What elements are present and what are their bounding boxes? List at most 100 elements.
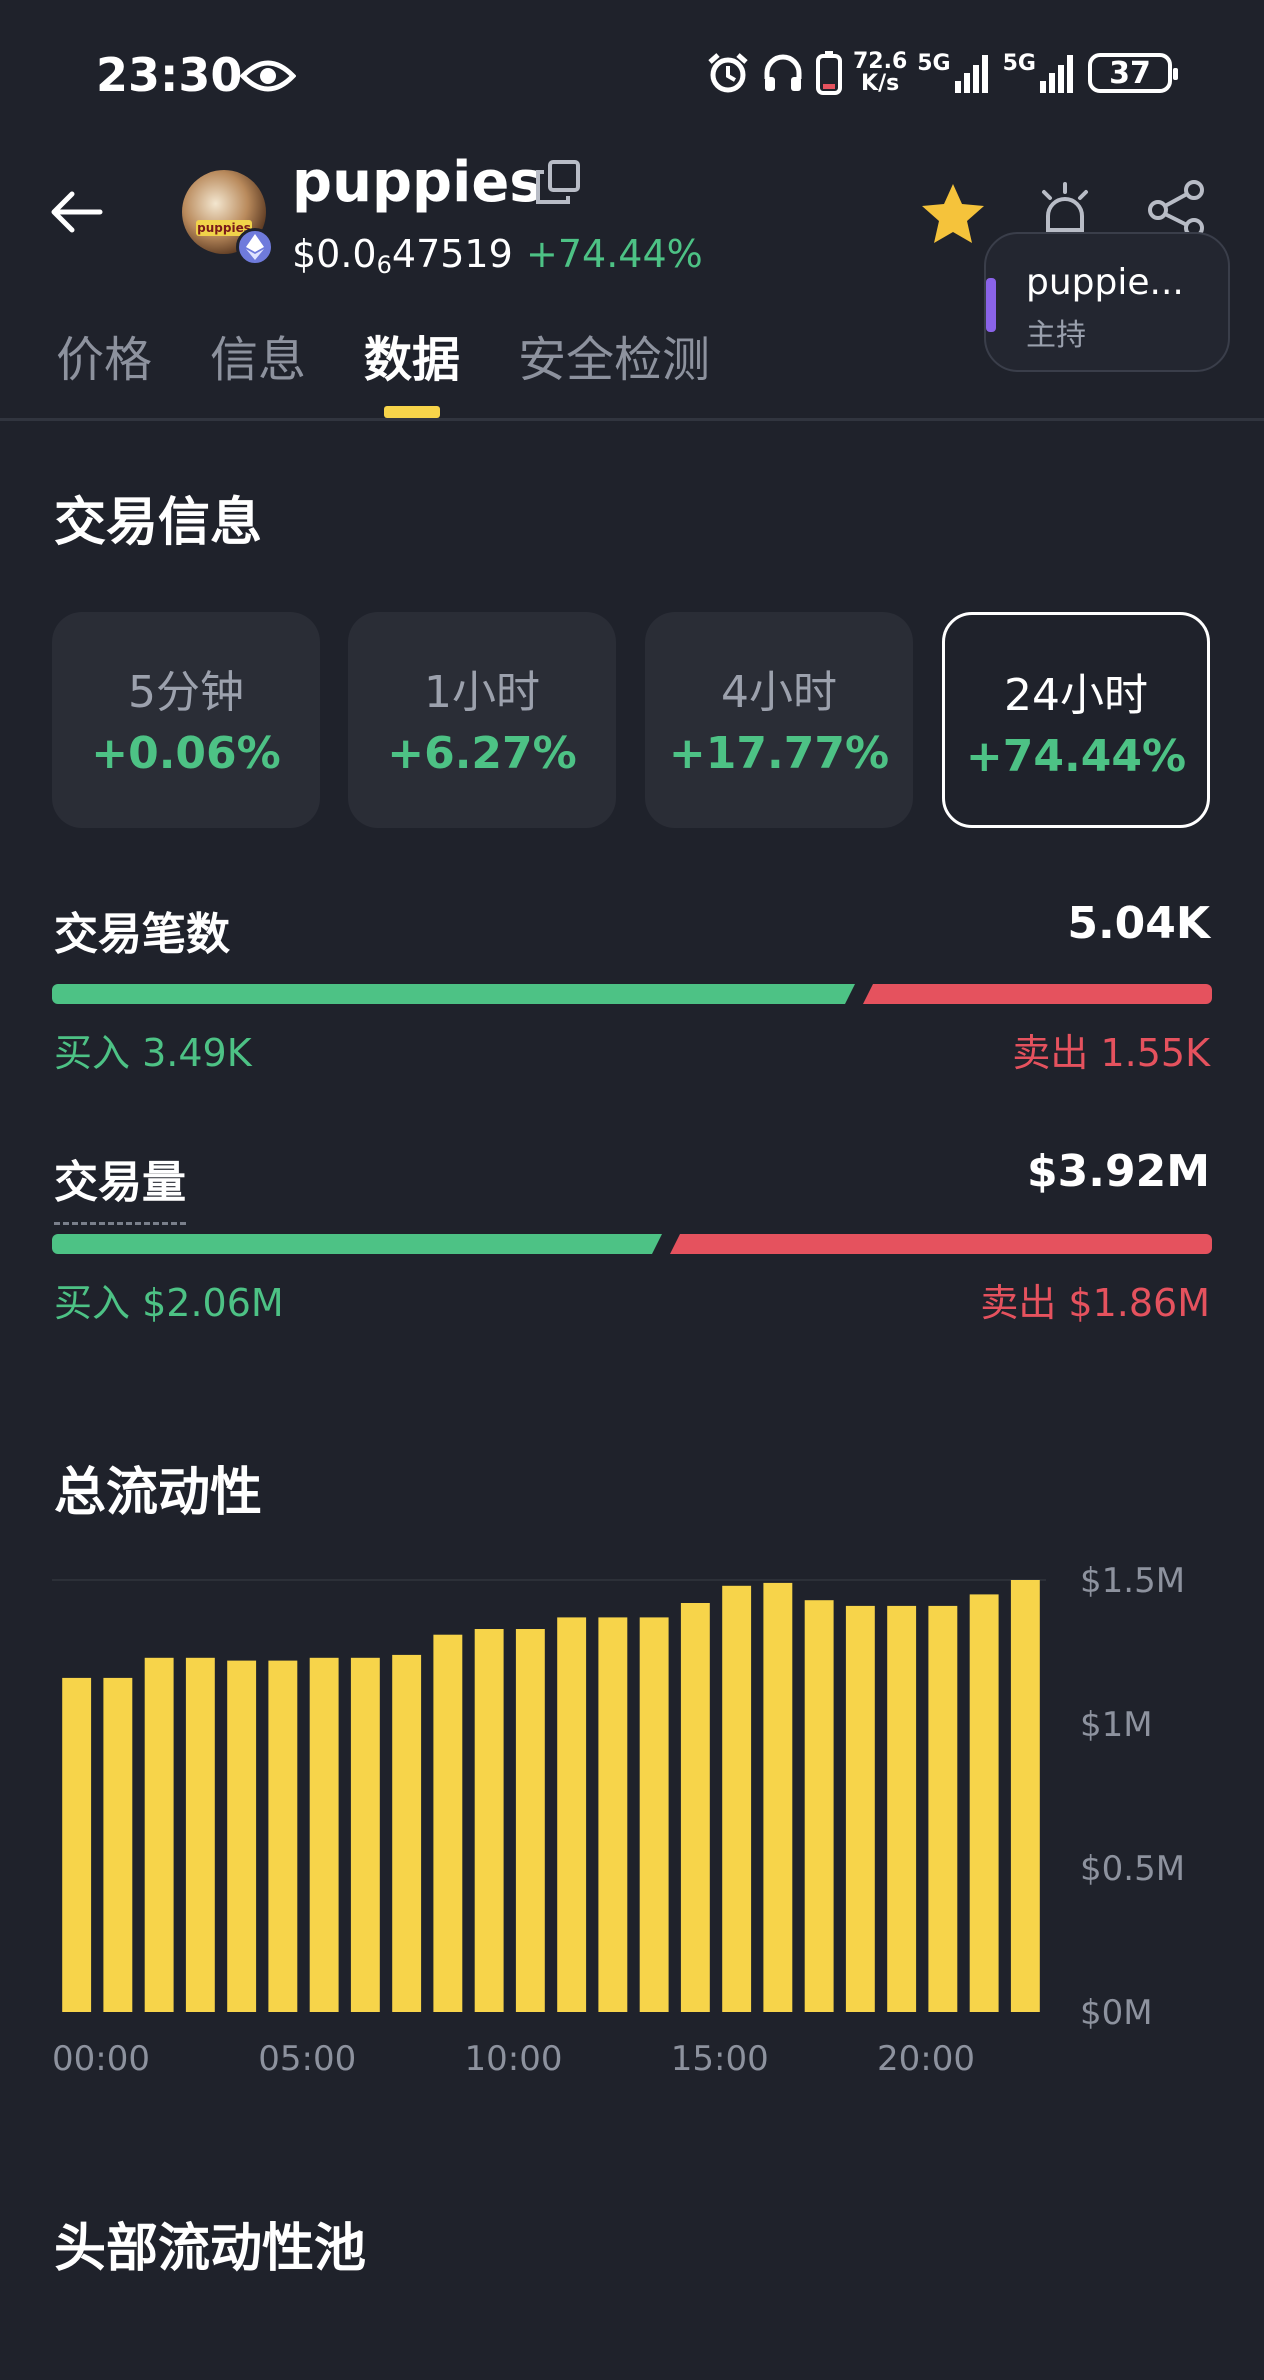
chart-bar[interactable] xyxy=(433,1634,463,2012)
chart-bar[interactable] xyxy=(887,1605,917,2012)
battery-icon: 37 xyxy=(1088,53,1178,93)
buy-value: $2.06M xyxy=(142,1281,284,1325)
chart-bar[interactable] xyxy=(804,1600,834,2012)
period-card-4h[interactable]: 4小时 +17.77% xyxy=(645,612,913,828)
sell-value: 1.55K xyxy=(1100,1031,1210,1075)
chart-bar[interactable] xyxy=(392,1654,422,2012)
volume-ratio-bar xyxy=(52,1234,1212,1254)
period-card-1h[interactable]: 1小时 +6.27% xyxy=(348,612,616,828)
x-tick-label: 00:00 xyxy=(52,2039,150,2079)
period-change: +74.44% xyxy=(965,731,1187,782)
eye-icon xyxy=(240,60,296,92)
top-pools-title: 头部流动性池 xyxy=(54,2219,367,2279)
transactions-ratio-bar xyxy=(52,984,1212,1004)
volume-buy-bar xyxy=(52,1234,662,1254)
volume-label[interactable]: 交易量 xyxy=(54,1146,186,1225)
chart-bar[interactable] xyxy=(680,1603,710,2012)
transactions-label: 交易笔数 xyxy=(54,909,230,960)
host-name: puppie... xyxy=(1026,262,1184,303)
y-tick-label: $1M xyxy=(1080,1705,1153,1745)
period-change: +6.27% xyxy=(387,728,577,779)
price-suffix: 47519 xyxy=(391,232,513,276)
share-icon[interactable] xyxy=(1144,180,1208,236)
chart-bar[interactable] xyxy=(103,1677,133,2012)
chart-bar[interactable] xyxy=(144,1657,174,2012)
x-tick-label: 20:00 xyxy=(877,2039,975,2079)
alert-icon[interactable] xyxy=(1034,180,1096,236)
period-card-24h[interactable]: 24小时 +74.44% xyxy=(942,612,1210,828)
period-label: 4小时 xyxy=(721,667,837,718)
x-tick-label: 15:00 xyxy=(671,2039,769,2079)
y-tick-label: $0.5M xyxy=(1080,1849,1185,1889)
transactions-sell: 卖出 1.55K xyxy=(1012,1022,1210,1077)
price-change: +74.44% xyxy=(526,232,703,276)
host-role: 主持 xyxy=(1026,318,1086,353)
volume-total: $3.92M xyxy=(1027,1146,1210,1197)
copy-icon[interactable] xyxy=(534,158,582,206)
signal-1-label: 5G xyxy=(917,51,951,76)
signal-icon xyxy=(1040,55,1073,93)
avatar-label: puppies xyxy=(196,220,252,236)
net-speed-unit: K/s xyxy=(861,71,900,96)
period-label: 1小时 xyxy=(424,667,540,718)
volume-sell: 卖出 $1.86M xyxy=(980,1272,1210,1327)
signal-1: 5G xyxy=(917,51,992,95)
tab-price[interactable]: 价格 xyxy=(56,332,153,388)
chart-bar[interactable] xyxy=(639,1617,669,2012)
back-arrow-icon[interactable] xyxy=(48,188,104,236)
host-card[interactable]: puppie... 主持 xyxy=(984,232,1230,372)
trade-info-title: 交易信息 xyxy=(54,493,263,553)
period-card-5m[interactable]: 5分钟 +0.06% xyxy=(52,612,320,828)
period-label: 24小时 xyxy=(1004,670,1148,721)
phone-battery-icon xyxy=(815,51,842,95)
price-prefix: $0.0 xyxy=(292,232,377,276)
transactions-buy: 买入 3.49K xyxy=(54,1022,252,1077)
chart-bar[interactable] xyxy=(515,1629,545,2012)
chart-bar[interactable] xyxy=(227,1660,257,2012)
status-icons: 72.6 K/s 5G 5G 37 xyxy=(705,50,1178,96)
tab-info[interactable]: 信息 xyxy=(210,332,307,388)
tab-bar: 价格 信息 数据 安全检测 xyxy=(0,320,1264,420)
active-tab-indicator xyxy=(384,406,440,418)
net-speed-value: 72.6 xyxy=(852,49,908,74)
chart-bar[interactable] xyxy=(185,1657,215,2012)
chart-bar[interactable] xyxy=(969,1594,999,2012)
sell-label: 卖出 xyxy=(1012,1031,1089,1075)
period-label: 5分钟 xyxy=(128,667,244,718)
host-accent-bar xyxy=(986,278,996,332)
period-change: +17.77% xyxy=(668,728,890,779)
tab-security[interactable]: 安全检测 xyxy=(518,332,711,388)
chart-bar[interactable] xyxy=(598,1617,628,2012)
chart-bar[interactable] xyxy=(557,1617,587,2012)
net-speed: 72.6 K/s xyxy=(853,51,907,95)
chart-bar[interactable] xyxy=(1010,1580,1040,2012)
ethereum-icon xyxy=(236,228,274,266)
chart-bar[interactable] xyxy=(309,1657,339,2012)
buy-value: 3.49K xyxy=(142,1031,252,1075)
tab-data[interactable]: 数据 xyxy=(364,332,461,388)
token-name: puppies xyxy=(292,150,543,215)
chart-bar[interactable] xyxy=(350,1657,380,2012)
chart-bar[interactable] xyxy=(474,1629,504,2012)
token-price: $0.0647519 xyxy=(292,232,513,279)
chart-bar[interactable] xyxy=(722,1585,752,2012)
volume-buy: 买入 $2.06M xyxy=(54,1272,284,1327)
chart-bar[interactable] xyxy=(763,1582,793,2012)
chart-bar[interactable] xyxy=(62,1677,92,2012)
price-zero-count: 6 xyxy=(376,251,392,279)
x-tick-label: 10:00 xyxy=(465,2039,563,2079)
battery-level: 37 xyxy=(1109,55,1151,91)
star-icon[interactable] xyxy=(920,182,986,246)
liquidity-title: 总流动性 xyxy=(54,1463,263,1523)
signal-2-label: 5G xyxy=(1002,51,1036,76)
tabs-divider xyxy=(0,418,1264,421)
headphones-icon xyxy=(764,54,802,91)
chart-bar[interactable] xyxy=(845,1605,875,2012)
buy-label: 买入 xyxy=(54,1281,131,1325)
transactions-sell-bar xyxy=(863,984,1212,1004)
alarm-icon xyxy=(708,53,748,93)
transactions-buy-bar xyxy=(52,984,855,1004)
transactions-total: 5.04K xyxy=(1067,898,1210,949)
chart-bar[interactable] xyxy=(928,1605,958,2012)
chart-bar[interactable] xyxy=(268,1660,298,2012)
